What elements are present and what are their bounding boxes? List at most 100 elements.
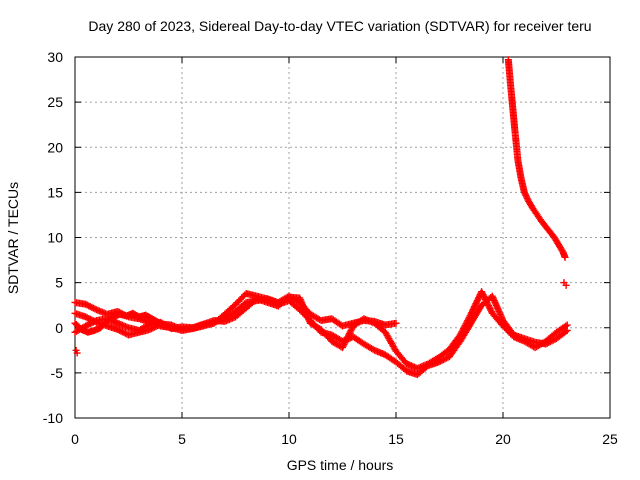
data-layer <box>71 56 571 379</box>
data-point <box>233 299 241 307</box>
data-point <box>485 303 493 311</box>
y-tick-label: 30 <box>47 49 63 65</box>
data-point <box>232 300 239 308</box>
data-point <box>442 354 450 362</box>
data-point <box>343 334 351 342</box>
data-point-outlier <box>73 349 81 357</box>
data-point <box>499 322 507 330</box>
data-point <box>241 291 249 299</box>
data-point <box>120 329 128 337</box>
data-point <box>482 297 490 305</box>
data-point <box>478 289 486 297</box>
data-point <box>83 321 91 329</box>
data-point <box>481 295 489 303</box>
data-point <box>348 325 356 333</box>
y-tick-label: 0 <box>55 320 63 336</box>
y-tick-label: 20 <box>47 139 63 155</box>
data-point <box>563 321 571 329</box>
data-point <box>478 288 486 296</box>
data-point <box>86 303 94 311</box>
data-point <box>239 293 247 301</box>
data-point <box>480 292 488 300</box>
grid-layer <box>75 57 610 418</box>
x-tick-label: 15 <box>388 431 404 447</box>
data-point <box>88 316 96 324</box>
data-point <box>115 326 123 334</box>
data-point <box>89 304 97 312</box>
data-point <box>83 314 91 322</box>
data-point <box>147 325 155 333</box>
data-point <box>561 253 569 261</box>
data-point <box>146 326 154 334</box>
x-axis-label: GPS time / hours <box>287 457 394 473</box>
y-tick-label: 10 <box>47 230 63 246</box>
data-point <box>484 302 492 310</box>
x-tick-label: 0 <box>71 431 79 447</box>
data-point <box>150 323 158 331</box>
data-point <box>235 297 243 305</box>
x-tick-label: 25 <box>602 431 618 447</box>
data-point <box>340 341 348 349</box>
y-axis-label: SDTVAR / TECUs <box>5 182 21 294</box>
data-point <box>118 328 126 336</box>
data-point <box>504 327 512 335</box>
y-tick-label: 5 <box>55 275 63 291</box>
data-point <box>82 313 90 321</box>
chart-title: Day 280 of 2023, Sidereal Day-to-day VTE… <box>88 18 591 34</box>
data-point <box>342 337 350 345</box>
data-point <box>501 323 509 331</box>
tick-layer: 0 5 10 15 20 25 -10 -5 0 5 10 15 20 25 30 <box>43 49 618 447</box>
y-tick-label: -10 <box>43 410 63 426</box>
data-point <box>89 317 97 325</box>
data-point <box>486 305 494 313</box>
data-point <box>85 320 93 328</box>
data-point <box>505 328 513 336</box>
x-tick-label: 5 <box>178 431 186 447</box>
data-point <box>369 345 377 353</box>
data-point <box>91 318 99 326</box>
data-point-outlier <box>562 281 570 289</box>
x-tick-label: 10 <box>281 431 297 447</box>
data-point <box>344 333 352 341</box>
data-point <box>466 312 474 320</box>
data-point <box>339 344 346 352</box>
data-point <box>484 300 492 308</box>
data-point <box>347 327 355 335</box>
data-point <box>392 319 400 327</box>
data-point <box>341 339 349 347</box>
data-point <box>345 330 353 338</box>
data-point <box>479 291 487 299</box>
data-point <box>441 355 449 363</box>
data-point <box>161 322 169 330</box>
data-point <box>114 326 122 334</box>
data-point <box>339 342 347 350</box>
data-point <box>238 294 246 302</box>
data-point <box>481 294 489 302</box>
data-point <box>82 300 90 308</box>
data-point <box>483 298 491 306</box>
y-tick-label: 15 <box>47 184 63 200</box>
data-point <box>345 331 353 339</box>
data-point <box>346 328 354 336</box>
data-point <box>160 321 168 329</box>
x-tick-label: 20 <box>495 431 511 447</box>
data-point <box>487 306 495 314</box>
y-tick-label: 25 <box>47 94 63 110</box>
data-point <box>88 303 96 311</box>
data-point <box>507 330 515 338</box>
data-point <box>85 314 93 322</box>
data-point <box>502 325 510 333</box>
data-point <box>83 301 91 309</box>
data-point <box>121 329 129 337</box>
data-point <box>85 302 93 310</box>
data-point <box>562 322 570 330</box>
data-point <box>117 327 125 335</box>
data-point <box>149 324 157 332</box>
y-tick-label: -5 <box>51 365 64 381</box>
data-point <box>86 315 94 323</box>
data-point <box>283 294 291 302</box>
data-point <box>91 305 99 313</box>
data-point <box>236 296 244 304</box>
